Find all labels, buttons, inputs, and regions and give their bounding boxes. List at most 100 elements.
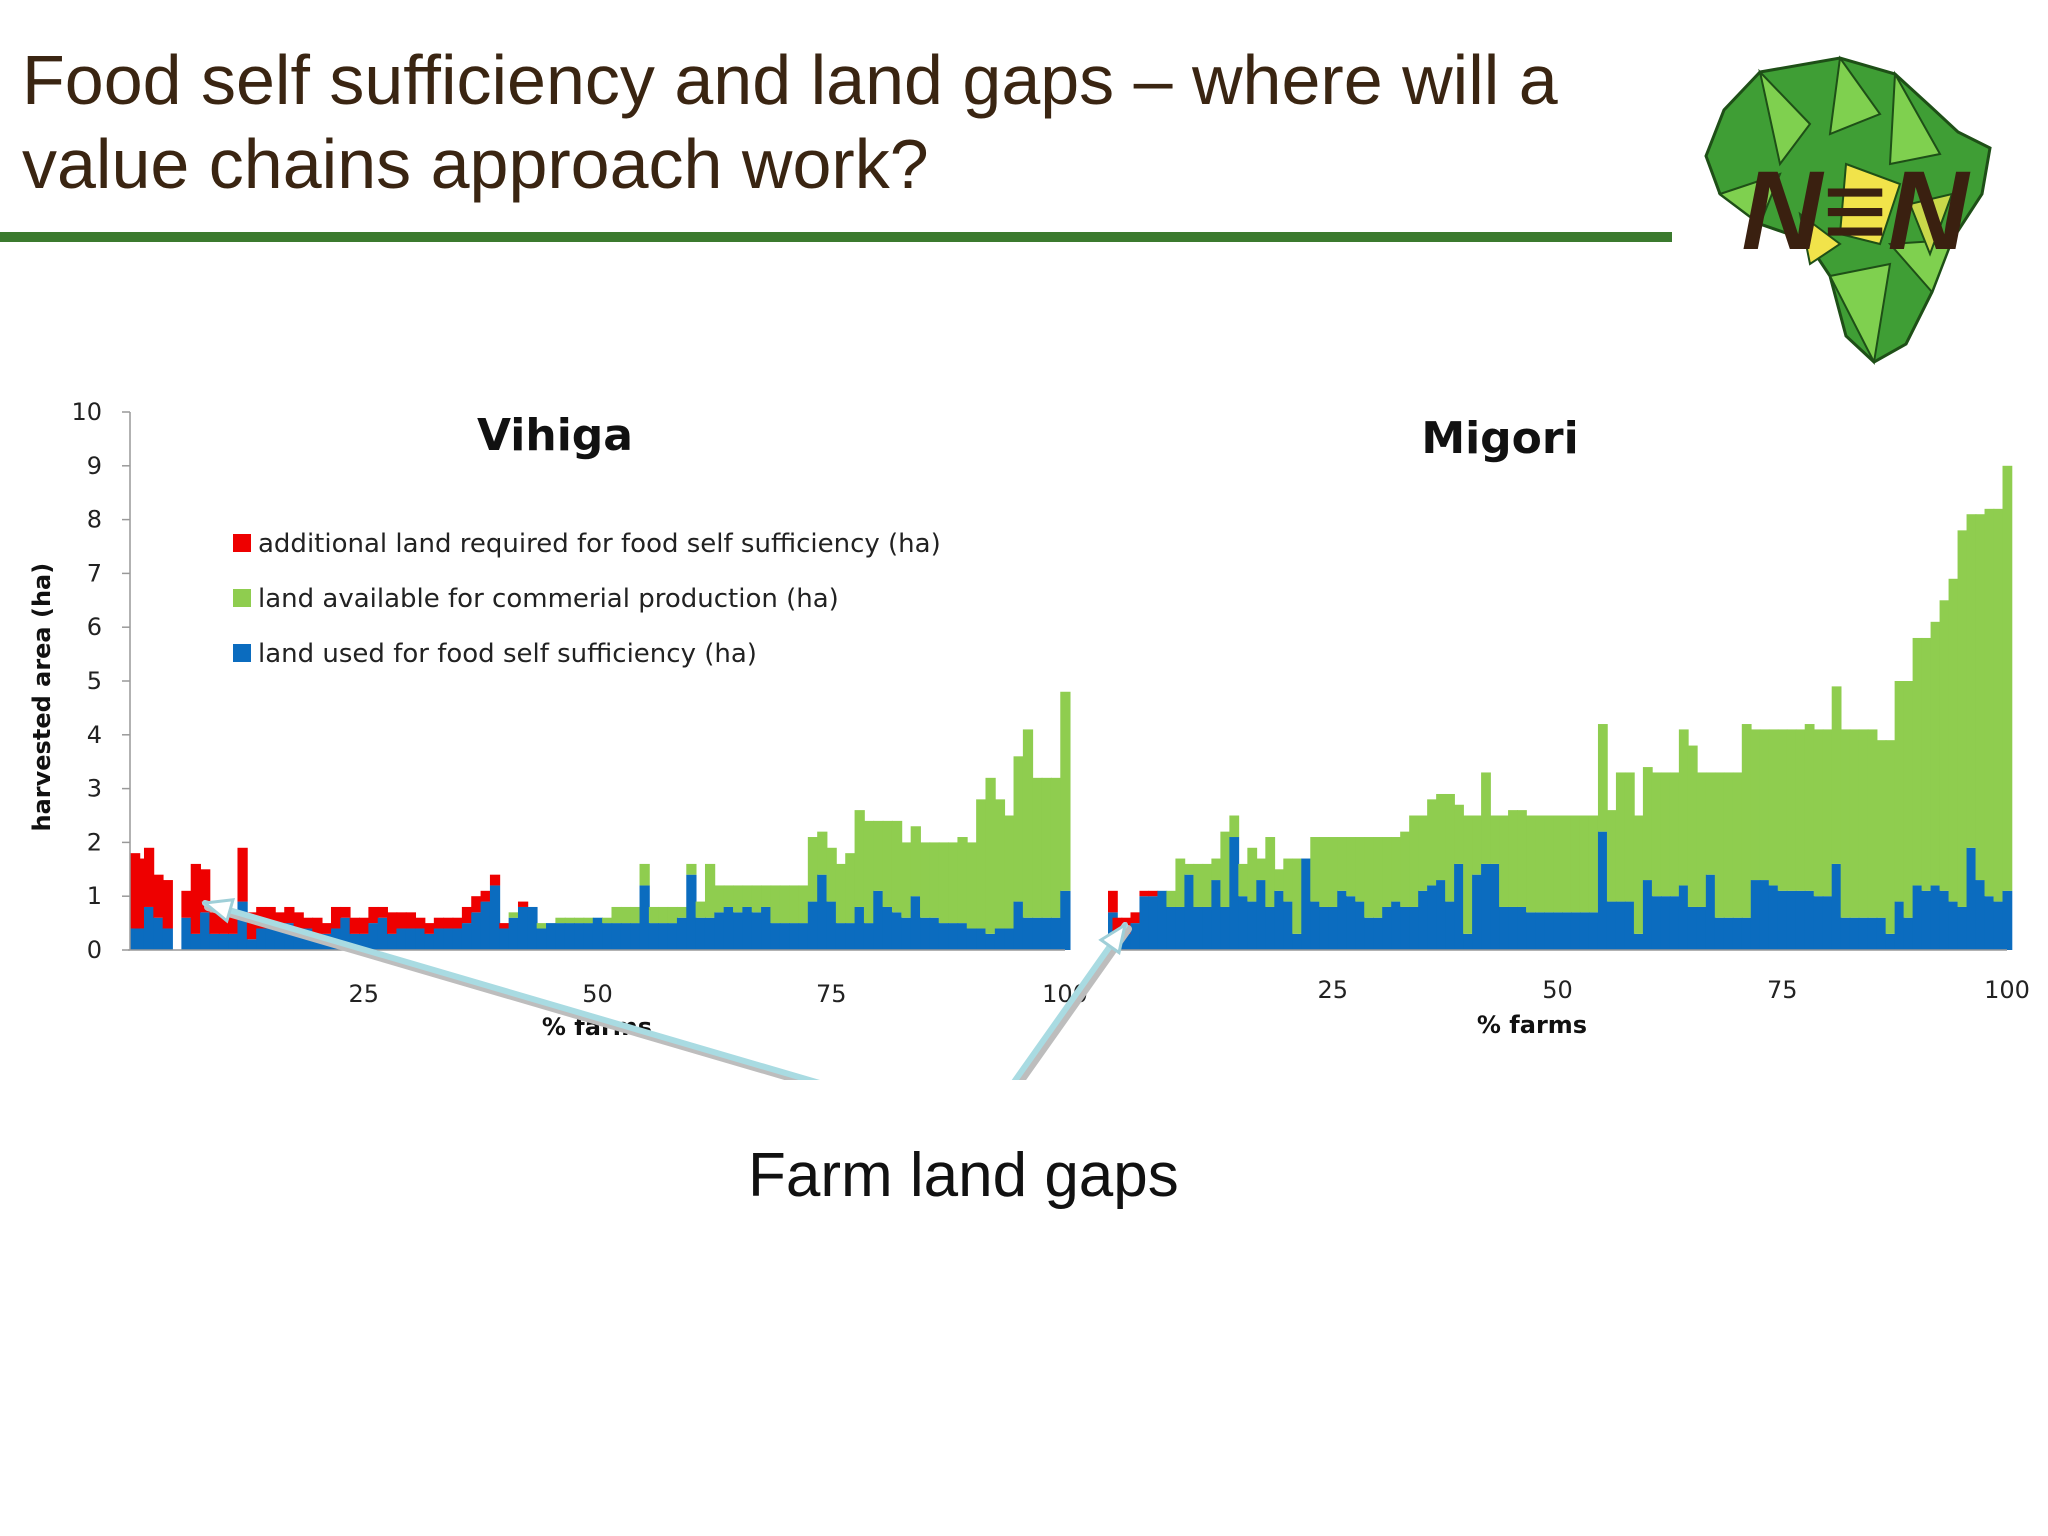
- used-bar: [1615, 901, 1626, 950]
- used-bar: [1741, 917, 1752, 950]
- used-bar: [1714, 917, 1725, 950]
- used-bar: [368, 923, 379, 950]
- available-bar: [1184, 863, 1195, 875]
- used-bar: [1723, 917, 1734, 950]
- available-bar: [1633, 815, 1644, 934]
- used-bar: [340, 917, 351, 950]
- additional-bar: [359, 917, 370, 934]
- x-tick-label: 75: [816, 980, 847, 1008]
- available-bar: [1292, 858, 1303, 934]
- available-bar: [695, 901, 706, 918]
- available-bar: [751, 885, 762, 913]
- available-bar: [742, 885, 753, 907]
- y-tick-label: 4: [87, 721, 102, 749]
- used-bar: [863, 923, 875, 950]
- additional-bar: [302, 917, 314, 929]
- used-bar: [751, 912, 762, 950]
- used-bar: [546, 923, 557, 950]
- available-bar: [938, 842, 949, 924]
- available-bar: [1813, 729, 1824, 897]
- available-bar: [1050, 777, 1062, 918]
- used-bar: [1427, 885, 1437, 950]
- used-bar: [284, 923, 295, 950]
- used-bar: [1409, 906, 1419, 950]
- additional-bar: [330, 906, 342, 929]
- used-bar: [1391, 901, 1401, 950]
- additional-bar: [424, 923, 435, 934]
- used-bar: [265, 928, 276, 950]
- arrow-to-migori-head: [1098, 921, 1128, 956]
- used-bar: [985, 933, 996, 950]
- available-bar: [761, 885, 772, 907]
- used-bar: [274, 928, 286, 950]
- available-bar: [1777, 729, 1788, 891]
- available-bar: [1579, 815, 1590, 913]
- additional-bar: [433, 917, 445, 929]
- available-bar: [1535, 815, 1545, 913]
- logo-wordmark: N≡N: [1741, 148, 1970, 273]
- used-bar: [396, 928, 407, 950]
- chart-title: Vihiga: [477, 410, 633, 461]
- used-bar: [1166, 906, 1177, 950]
- available-bar: [1499, 815, 1509, 907]
- additional-bar: [143, 847, 155, 907]
- used-bar: [1939, 890, 1950, 950]
- available-bar: [733, 885, 744, 913]
- used-bar: [1526, 912, 1536, 950]
- legend-entry: additional land required for food self s…: [258, 529, 941, 559]
- available-bar: [536, 923, 547, 929]
- available-bar: [1921, 637, 1932, 891]
- available-bar: [920, 842, 931, 918]
- used-bar: [443, 928, 454, 950]
- used-bar: [1633, 933, 1644, 950]
- available-bar: [948, 842, 959, 924]
- available-bar: [620, 906, 632, 924]
- used-bar: [452, 928, 463, 950]
- available-bar: [564, 917, 575, 924]
- x-tick-label: 25: [348, 980, 379, 1008]
- additional-bar: [246, 912, 258, 940]
- available-bar: [630, 906, 641, 924]
- available-bar: [686, 863, 697, 875]
- used-bar: [1202, 906, 1213, 950]
- used-bar: [405, 928, 417, 950]
- used-bar: [1894, 901, 1905, 950]
- available-bar: [583, 917, 594, 924]
- used-bar: [377, 917, 388, 950]
- used-bar: [817, 874, 828, 950]
- available-bar: [1984, 508, 1995, 897]
- available-bar: [1687, 745, 1698, 907]
- used-bar: [1229, 837, 1240, 950]
- available-bar: [1624, 772, 1635, 902]
- used-bar: [658, 923, 669, 950]
- available-bar: [1966, 514, 1977, 848]
- used-bar: [1022, 917, 1034, 950]
- available-bar: [1472, 815, 1482, 875]
- additional-bar: [377, 906, 388, 918]
- available-bar: [1022, 729, 1034, 918]
- used-bar: [1310, 901, 1321, 950]
- available-bar: [1481, 772, 1491, 864]
- additional-bar: [461, 906, 473, 924]
- used-bar: [1579, 912, 1590, 950]
- additional-bar: [368, 906, 379, 924]
- available-bar: [1454, 804, 1464, 864]
- legend-swatch: [233, 534, 251, 552]
- additional-bar: [153, 874, 164, 918]
- additional-bar: [489, 874, 501, 886]
- available-bar: [667, 906, 678, 924]
- used-bar: [1948, 901, 1959, 950]
- used-bar: [489, 885, 501, 950]
- used-bar: [929, 917, 940, 950]
- slide-title: Food self sufficiency and land gaps – wh…: [22, 38, 1662, 206]
- used-bar: [1570, 912, 1581, 950]
- available-bar: [1355, 837, 1366, 902]
- x-tick-label: 50: [582, 980, 613, 1008]
- available-bar: [910, 826, 921, 897]
- available-bar: [1894, 681, 1905, 902]
- available-bar: [1211, 858, 1222, 881]
- used-bar: [1355, 901, 1366, 950]
- available-bar: [817, 831, 828, 875]
- available-bar: [1696, 772, 1707, 907]
